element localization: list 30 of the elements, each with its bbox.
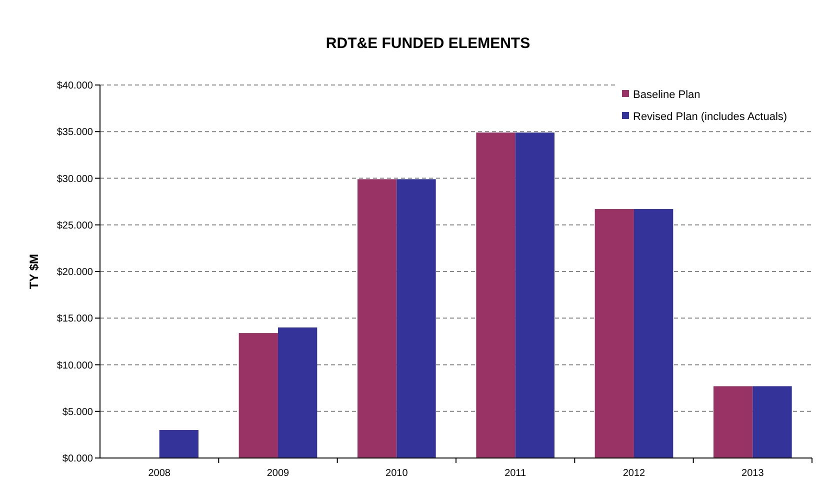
bar xyxy=(238,333,278,458)
y-axis-title: TY $M xyxy=(27,254,41,290)
bar xyxy=(476,132,516,458)
bar xyxy=(594,209,634,458)
y-tick-label: $10.000 xyxy=(56,360,94,372)
bar xyxy=(714,386,753,458)
bar xyxy=(278,327,318,458)
bar xyxy=(515,132,554,458)
y-tick-label: $20.000 xyxy=(56,267,94,278)
x-tick-label: 2012 xyxy=(622,468,646,479)
bar xyxy=(752,386,792,458)
y-tick-label: $30.000 xyxy=(56,174,94,185)
x-tick-label: 2009 xyxy=(266,468,290,479)
bar xyxy=(358,179,397,458)
legend-label: Baseline Plan xyxy=(633,88,700,101)
bar xyxy=(634,209,674,458)
y-tick-label: $0.000 xyxy=(62,454,94,464)
x-tick-label: 2010 xyxy=(386,468,408,479)
y-tick-label: $35.000 xyxy=(56,127,94,138)
x-tick-label: 2013 xyxy=(742,468,764,479)
bar xyxy=(159,430,198,458)
x-tick-label: 2008 xyxy=(148,468,171,479)
chart-title: RDT&E FUNDED ELEMENTS xyxy=(326,35,530,52)
y-tick-label: $5.000 xyxy=(62,406,94,418)
y-tick-label: $15.000 xyxy=(56,314,94,325)
legend-label: Revised Plan (includes Actuals) xyxy=(633,110,788,123)
bar xyxy=(396,179,436,458)
y-tick-label: $25.000 xyxy=(56,220,94,232)
y-tick-label: $40.000 xyxy=(56,80,94,92)
x-tick-label: 2011 xyxy=(504,468,527,479)
